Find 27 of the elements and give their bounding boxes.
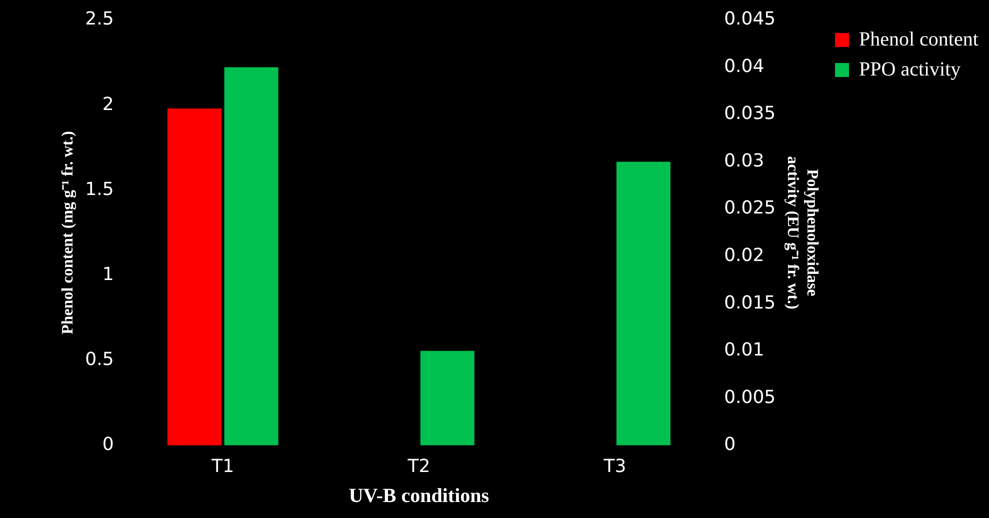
y-tick-label: 1 <box>102 264 114 285</box>
y2-tick-label: 0.025 <box>724 198 776 219</box>
x-tick-label: T1 <box>210 456 234 477</box>
y-tick-label: 2.5 <box>85 8 114 30</box>
y2-tick-label: 0.04 <box>724 56 764 77</box>
y-tick-label: 1.5 <box>85 178 114 200</box>
bar <box>616 162 670 446</box>
y2-tick-label: 0.015 <box>724 292 776 314</box>
y2-tick-label: 0.03 <box>724 150 764 172</box>
y2-tick-label: 0.005 <box>724 386 776 408</box>
y2-axis-title: Polyphenoloxidase activity (EU g⁻¹ fr. wt.) <box>784 156 820 310</box>
y-axis-title: Phenol content (mg g⁻¹ fr. wt.) <box>60 130 77 334</box>
legend-label: PPO activity <box>859 58 961 80</box>
y2-tick-label: 0.02 <box>724 245 764 266</box>
legend-label: Phenol content <box>859 28 979 50</box>
y-tick-label: 2 <box>102 94 114 115</box>
y2-tick-label: 0.045 <box>724 8 776 30</box>
x-tick-label: T3 <box>602 456 626 477</box>
x-tick-label: T2 <box>406 456 430 477</box>
y2-tick-label: 0 <box>724 434 736 456</box>
x-axis-title: UV-B conditions <box>348 485 490 508</box>
bar <box>420 350 474 446</box>
y2-tick-label: 0.035 <box>724 103 776 124</box>
bar <box>224 67 278 446</box>
y-tick-label: 0.5 <box>85 348 114 370</box>
y2-tick-label: 0.01 <box>724 340 764 361</box>
y-tick-label: 0 <box>102 434 114 456</box>
